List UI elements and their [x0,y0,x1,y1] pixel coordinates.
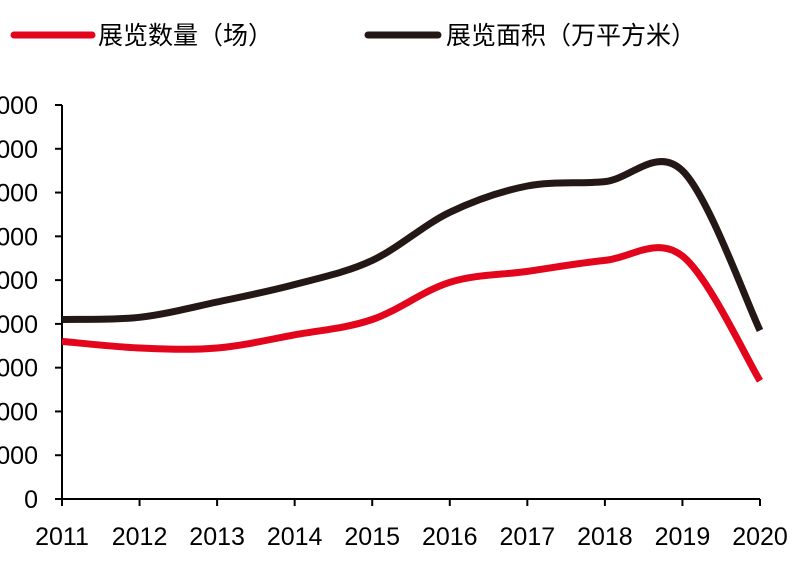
y-tick-label: 000 [0,136,38,164]
x-tick-label: 2011 [35,523,89,551]
x-tick-label: 2013 [189,523,245,551]
y-tick-label: 000 [0,92,38,120]
y-tick-label: 000 [0,398,38,426]
y-tick-label: 0 [24,486,38,514]
x-tick-label: 2017 [500,523,556,551]
x-tick-label: 2012 [112,523,168,551]
legend: 展览数量（场） 展览面积（万平方米） [10,21,696,50]
x-tick-label: 2016 [422,523,478,551]
x-tick-label: 2015 [344,523,400,551]
series-line-exhibition-area [61,158,764,333]
legend-label-exhibition-count: 展览数量（场） [98,21,273,50]
y-tick-label: 000 [0,267,38,295]
x-tick-label: 2019 [655,523,711,551]
series-line-exhibition-count [61,244,763,383]
y-tick-label: 000 [0,223,38,251]
y-tick-label: 000 [0,180,38,208]
y-tick-label: 000 [0,442,38,470]
series-layer [61,158,764,383]
legend-label-exhibition-area: 展览面积（万平方米） [446,21,696,50]
y-tick-label: 000 [0,355,38,383]
x-tick-label: 2018 [577,523,633,551]
x-tick-label: 2014 [267,523,323,551]
y-tick-label: 000 [0,311,38,339]
x-tick-label: 2020 [732,523,788,551]
